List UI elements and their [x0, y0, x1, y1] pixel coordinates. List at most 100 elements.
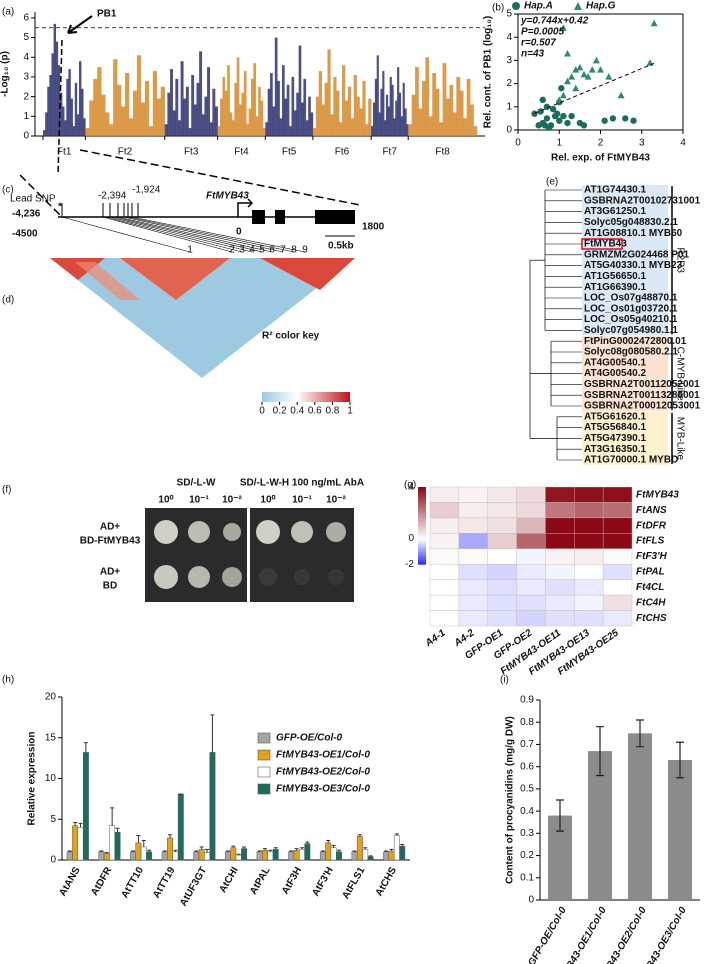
annotation: PB1 — [97, 9, 117, 20]
y-tick-label: 1 — [506, 101, 512, 112]
snp-column — [459, 90, 464, 136]
error-bar — [225, 850, 230, 852]
color-key-tick-label: 1 — [347, 406, 353, 417]
snp-column — [68, 69, 71, 136]
bar — [130, 851, 136, 861]
x-tick-label: AtFLS1 — [340, 865, 367, 901]
point — [558, 85, 565, 92]
x-axis-title: Rel. exp. of FtMYB43 — [551, 153, 650, 164]
error-bar — [141, 839, 146, 847]
ld-number: 4 — [249, 245, 255, 256]
snp-column — [236, 57, 240, 137]
error-bar — [268, 849, 273, 852]
heatmap-cell — [516, 548, 546, 565]
bar — [325, 842, 332, 861]
panel-label: (b) — [492, 3, 504, 14]
heatmap-cell — [574, 517, 604, 534]
y-tick-label: 0.8 — [520, 717, 534, 728]
heatmap-cell — [458, 564, 488, 580]
error-bar — [331, 844, 336, 848]
bar — [66, 851, 73, 861]
leaf-label: AT1G66390.1 — [584, 282, 647, 293]
snp-column — [246, 124, 249, 136]
leaf-label: GRMZM2G024468 P01 — [584, 249, 689, 260]
y-tick-label: 0.1 — [520, 872, 534, 883]
heatmap-cell — [574, 594, 604, 611]
snp-column — [204, 96, 208, 136]
locus-line — [57, 39, 63, 176]
snp-column — [281, 65, 285, 136]
snp-column — [260, 100, 264, 136]
snp-column — [378, 112, 381, 136]
bar — [256, 851, 263, 861]
bar — [668, 760, 692, 900]
colorbar-step — [418, 505, 426, 509]
bar — [293, 849, 300, 861]
leaf-label: Solyc08g080580.2.1 — [584, 347, 678, 358]
error-bar — [242, 846, 247, 849]
point — [601, 117, 608, 124]
plate-header: SD/-L-W — [177, 478, 216, 489]
snp-column — [239, 104, 242, 136]
snp-column — [372, 102, 376, 136]
x-tick-label: Ft1 — [57, 147, 72, 158]
leaf-label: AT3G61250.1 — [584, 206, 647, 217]
snp-column — [411, 94, 416, 136]
snp-column — [277, 80, 280, 136]
colorbar-step — [418, 507, 426, 511]
group-band — [582, 185, 668, 336]
snp-column — [318, 71, 322, 136]
heatmap-cell — [574, 533, 604, 549]
point — [564, 77, 571, 85]
point — [564, 49, 571, 57]
snp-column — [463, 118, 467, 136]
legend-label: Hap.A — [524, 1, 553, 12]
bar — [299, 849, 305, 861]
heatmap-cell — [602, 517, 633, 534]
snp-column — [327, 49, 331, 137]
snp-column — [333, 76, 337, 136]
x-tick-label: Ft8 — [435, 147, 450, 158]
point — [543, 115, 551, 122]
snp-column — [398, 92, 402, 136]
heatmap-cell — [429, 517, 460, 534]
snp-column — [81, 88, 84, 136]
point — [584, 73, 592, 80]
snp-column — [101, 94, 106, 136]
snp-column — [321, 104, 325, 136]
x-tick-label: AtTT19 — [151, 865, 178, 900]
error-bar — [326, 839, 331, 843]
snp-link — [117, 216, 273, 253]
snp-column — [296, 92, 299, 136]
heatmap-cell — [516, 564, 546, 580]
error-bar — [363, 847, 368, 850]
colorbar-step — [418, 559, 426, 563]
colorbar-step — [418, 523, 426, 527]
bar — [383, 851, 390, 861]
error-bar — [299, 847, 304, 850]
row-label: BD-FtMYB43 — [80, 536, 141, 547]
bar — [351, 851, 358, 861]
snp-column — [89, 100, 94, 136]
snp-column — [207, 67, 211, 136]
color-key-tick-label: 0.4 — [290, 406, 304, 417]
heatmap-cell — [487, 533, 517, 549]
colorbar-tick-label: -2 — [405, 559, 414, 570]
snp-column — [415, 67, 419, 136]
x-tick-label: Ft4 — [234, 147, 249, 158]
point — [568, 73, 576, 80]
x-tick-label: Ft3 — [184, 147, 199, 158]
snp-column — [231, 120, 235, 136]
heatmap-cell — [458, 579, 488, 596]
column-label: A4-1 — [423, 627, 448, 649]
annotation-arrow — [67, 15, 93, 34]
x-tick-label: AtCHS — [374, 865, 400, 898]
snp-column — [400, 116, 403, 136]
heatmap-cell — [602, 564, 633, 580]
point — [588, 66, 596, 73]
x-tick-label: Ft2 — [118, 147, 133, 158]
snp-column — [353, 74, 357, 136]
x-tick-label: 0 — [515, 138, 521, 149]
error-bar — [273, 847, 278, 850]
